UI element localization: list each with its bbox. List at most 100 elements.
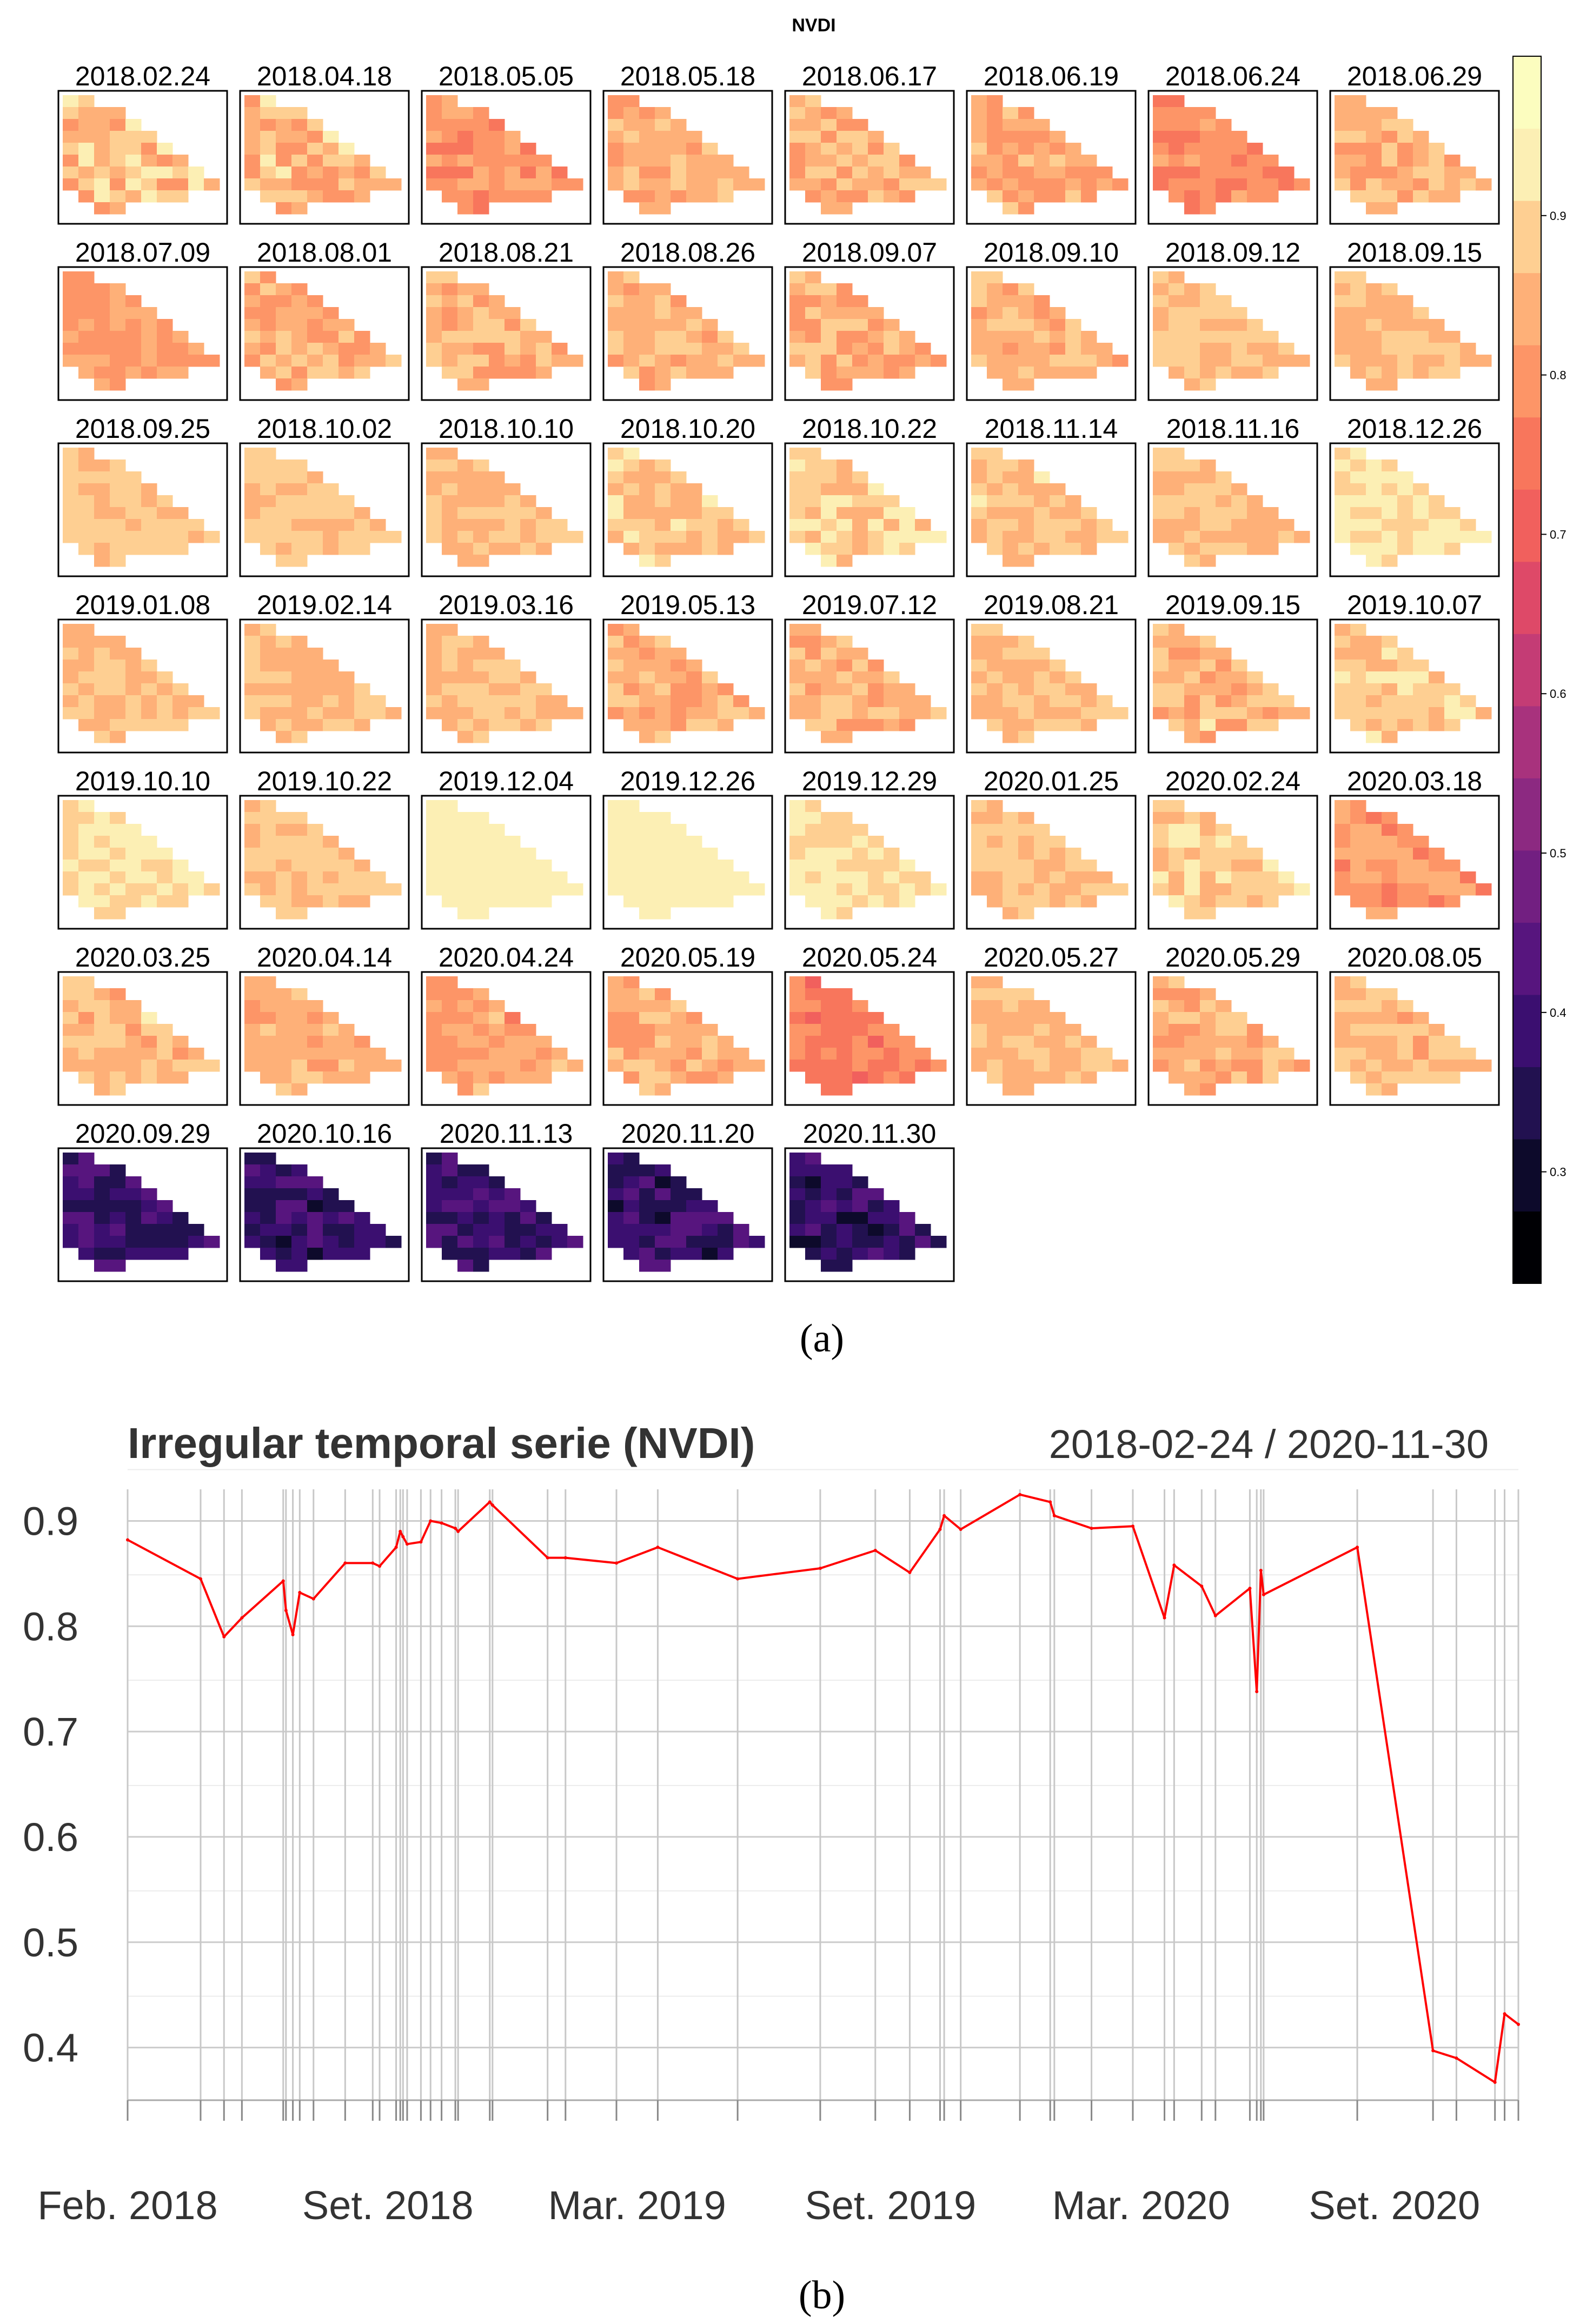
heatmap-cell	[1413, 331, 1429, 343]
heatmap-cell	[837, 471, 853, 484]
heatmap-cell	[244, 707, 261, 720]
heatmap-cell	[1034, 167, 1050, 179]
heatmap-cell	[1366, 907, 1382, 920]
heatmap-cell	[244, 648, 261, 660]
heatmap-cell	[291, 731, 308, 743]
heatmap-cell	[473, 355, 489, 367]
heatmap-cell	[702, 319, 718, 331]
heatmap-cell	[608, 471, 624, 484]
heatmap-cell	[671, 707, 687, 720]
heatmap-cell	[442, 1164, 458, 1177]
heatmap-cell	[307, 848, 323, 860]
heatmap-cell	[157, 343, 173, 355]
heatmap-cell	[457, 343, 474, 355]
heatmap-cell	[1247, 331, 1263, 343]
heatmap-cell	[1366, 202, 1382, 215]
colorbar-tick-label: 0.3	[1550, 1166, 1567, 1179]
heatmap-cell	[1003, 378, 1019, 391]
heatmap-cell	[805, 107, 821, 119]
heatmap-cell	[473, 1036, 489, 1048]
heatmap-cell	[457, 848, 474, 860]
heatmap-cell	[1153, 483, 1169, 496]
heatmap-cell	[1153, 660, 1169, 672]
heatmap-cell	[805, 848, 821, 860]
heatmap-cell	[718, 343, 734, 355]
heatmap-cell	[276, 695, 292, 708]
heatmap-cell	[1169, 319, 1185, 331]
heatmap-cell	[520, 1071, 536, 1084]
heatmap-cell	[78, 507, 95, 520]
heatmap-cell	[671, 1000, 687, 1013]
heatmap-cell	[442, 695, 458, 708]
heatmap-cell	[276, 671, 292, 684]
heatmap-cell	[1382, 812, 1398, 824]
heatmap-panel: 2018.11.16	[1147, 414, 1318, 577]
heatmap-cell	[1153, 295, 1169, 308]
heatmap-cell	[1460, 519, 1476, 531]
heatmap-cell	[354, 178, 370, 191]
heatmap-cell	[1350, 976, 1366, 989]
heatmap-cell	[971, 848, 987, 860]
heatmap-cell	[868, 1224, 884, 1236]
heatmap-cell	[442, 660, 458, 672]
heatmap-cell	[821, 812, 837, 824]
heatmap-cell	[686, 895, 702, 908]
heatmap-cell	[1350, 883, 1366, 896]
heatmap-cell	[442, 883, 458, 896]
heatmap-cell	[671, 507, 687, 520]
heatmap-cell	[1335, 871, 1351, 884]
heatmap-cell	[1200, 155, 1216, 167]
heatmap-cell	[987, 531, 1003, 543]
heatmap-date-label: 2019.01.08	[75, 590, 210, 620]
heatmap-cell	[505, 131, 521, 143]
data-point	[419, 1540, 423, 1544]
heatmap-cell	[1216, 871, 1232, 884]
heatmap-cell	[805, 1071, 821, 1084]
heatmap-cell	[426, 271, 442, 284]
heatmap-cell	[370, 519, 386, 531]
heatmap-cell	[473, 812, 489, 824]
heatmap-cell	[1184, 483, 1200, 496]
heatmap-cell	[655, 1083, 671, 1096]
heatmap-cell	[1366, 719, 1382, 731]
data-point	[440, 1521, 443, 1525]
heatmap-cell	[1153, 1024, 1169, 1036]
heatmap-cell	[1413, 1071, 1429, 1084]
heatmap-cell	[1231, 307, 1247, 319]
data-point	[873, 1549, 877, 1552]
heatmap-cell	[899, 719, 915, 731]
heatmap-cell	[1460, 355, 1476, 367]
heatmap-cell	[1065, 531, 1081, 543]
heatmap-cell	[489, 824, 505, 836]
heatmap-cell	[505, 531, 521, 543]
heatmap-cell	[1200, 378, 1216, 391]
heatmap-cell	[805, 367, 821, 379]
heatmap-cell	[1153, 848, 1169, 860]
heatmap-cell	[884, 543, 900, 555]
heatmap-cell	[1216, 295, 1232, 308]
heatmap-cell	[971, 307, 987, 319]
heatmap-cell	[1335, 860, 1351, 872]
heatmap-cell	[307, 683, 323, 696]
heatmap-cell	[63, 671, 79, 684]
heatmap-cell	[110, 636, 126, 648]
heatmap-cell	[1216, 719, 1232, 731]
heatmap-cell	[323, 1200, 339, 1213]
heatmap-cell	[1335, 848, 1351, 860]
heatmap-cell	[1397, 1036, 1413, 1048]
data-point	[126, 1538, 129, 1542]
heatmap-cell	[623, 1200, 640, 1213]
heatmap-cell	[78, 119, 95, 131]
heatmap-cell	[354, 719, 370, 731]
heatmap-cell	[884, 367, 900, 379]
heatmap-cell	[1335, 483, 1351, 496]
heatmap-cell	[671, 836, 687, 848]
heatmap-cell	[1153, 519, 1169, 531]
heatmap-cell	[1382, 988, 1398, 1001]
heatmap-cell	[789, 331, 806, 343]
heatmap-cell	[702, 1212, 718, 1224]
heatmap-cell	[473, 883, 489, 896]
heatmap-cell	[63, 271, 79, 284]
heatmap-cell	[489, 119, 505, 131]
heatmap-cell	[489, 695, 505, 708]
